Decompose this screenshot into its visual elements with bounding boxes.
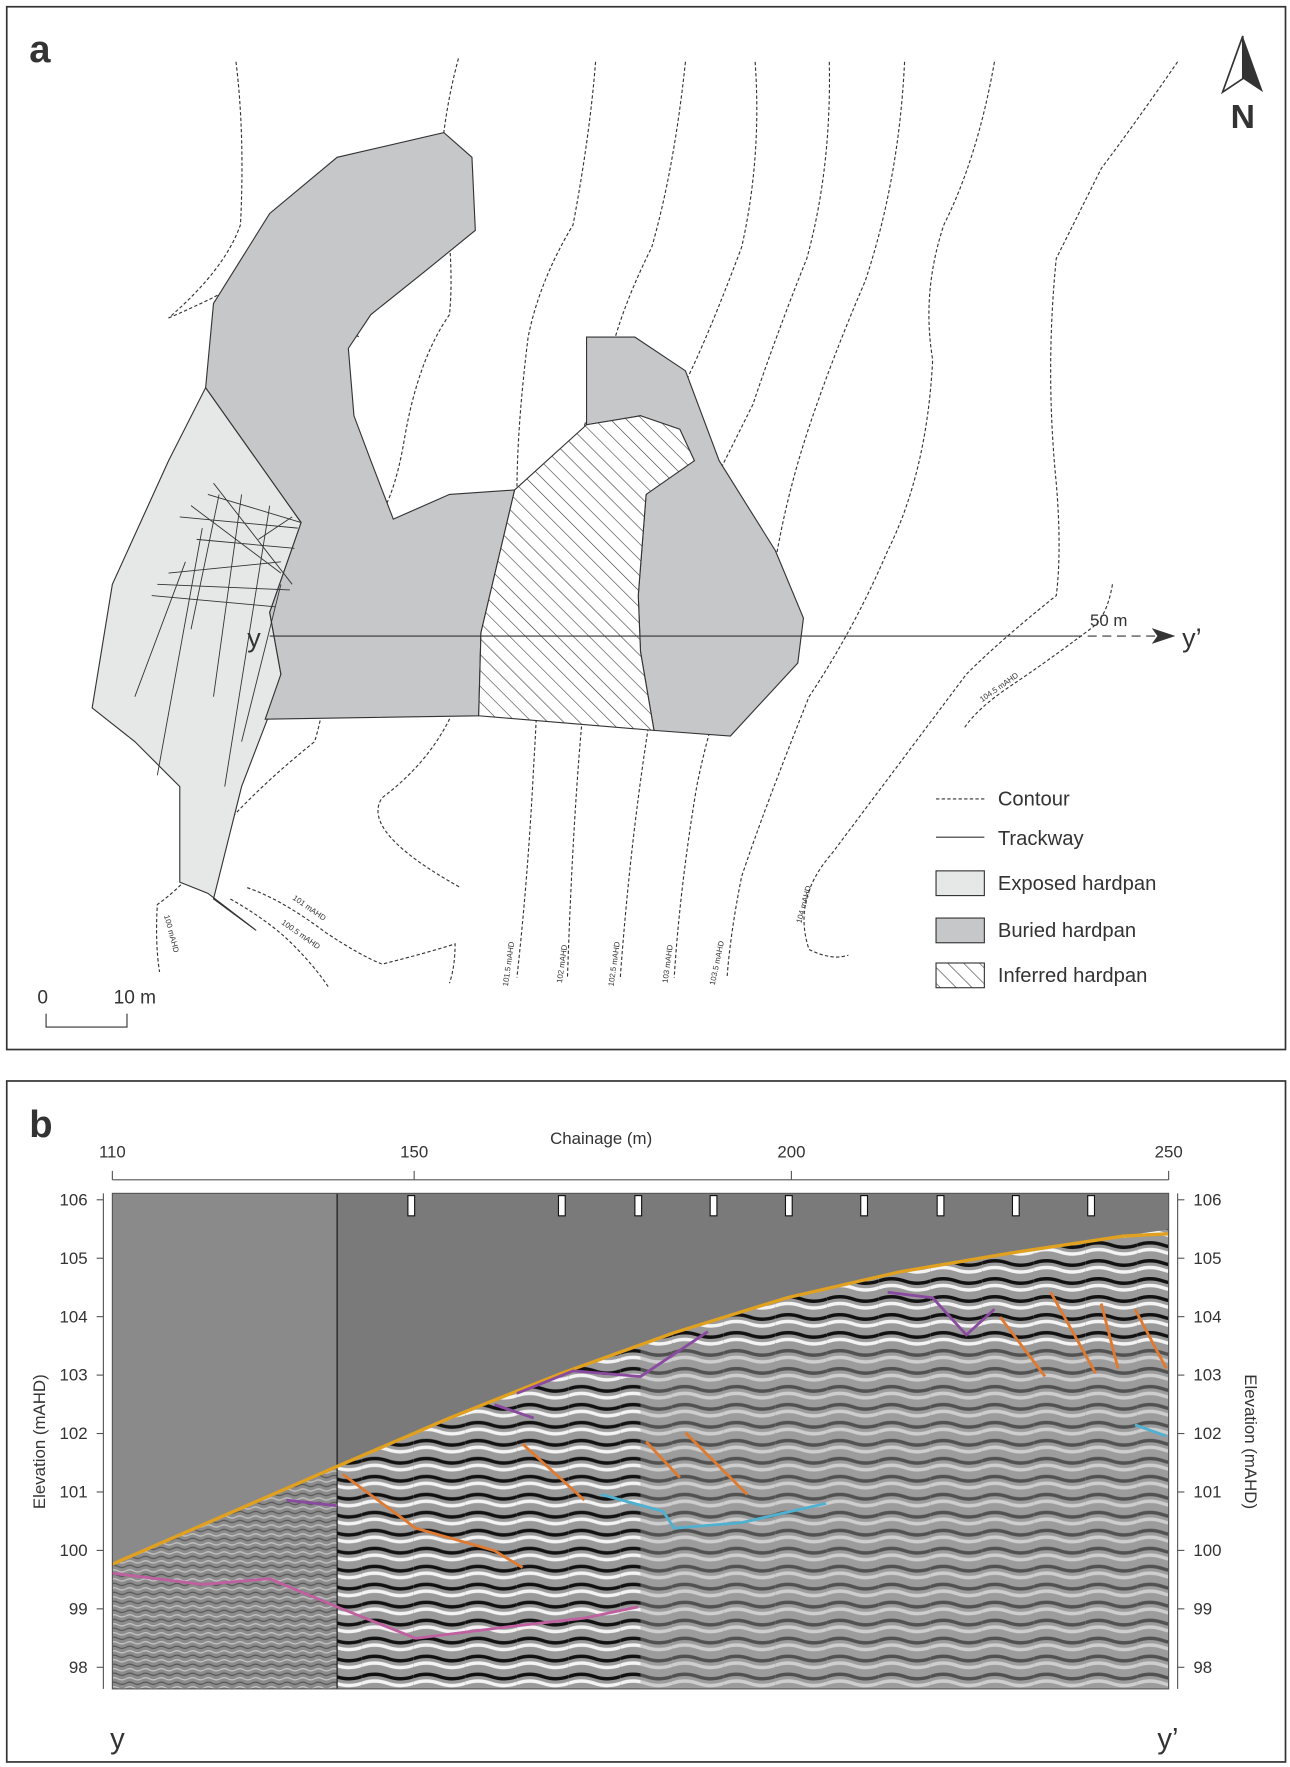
y-axis-title: Elevation (mAHD) bbox=[1241, 1374, 1260, 1509]
y-tick-label: 106 bbox=[60, 1190, 88, 1209]
profile-end: y’ bbox=[1157, 1723, 1178, 1755]
inferred-hardpan bbox=[478, 415, 696, 732]
x-tick-label: 150 bbox=[400, 1142, 428, 1161]
scale-label: 10 m bbox=[114, 987, 156, 1008]
x-tick-label: 200 bbox=[777, 1142, 805, 1161]
scale-label: 0 bbox=[37, 987, 48, 1008]
y-tick-label: 99 bbox=[69, 1599, 88, 1618]
legend: Contour Trackway Exposed hardpan Buried … bbox=[935, 789, 1157, 989]
scale-bar: 0 10 m bbox=[37, 987, 156, 1028]
panel-label: b bbox=[29, 1103, 52, 1146]
buried-hardpan bbox=[205, 131, 516, 720]
legend-label: Trackway bbox=[998, 828, 1085, 850]
y-tick-label: 103 bbox=[1193, 1366, 1221, 1385]
profile-length: 50 m bbox=[1090, 611, 1127, 630]
y-tick-label: 101 bbox=[1193, 1483, 1221, 1502]
trackways bbox=[134, 482, 302, 787]
y-tick-label: 103 bbox=[60, 1366, 88, 1385]
legend-label: Contour bbox=[998, 789, 1070, 811]
legend-label: Exposed hardpan bbox=[998, 873, 1157, 895]
y-tick-label: 100 bbox=[1193, 1541, 1221, 1560]
profile-start: y bbox=[110, 1723, 125, 1755]
y-axis-title: Elevation (mAHD) bbox=[30, 1374, 49, 1509]
x-tick-label: 250 bbox=[1155, 1142, 1183, 1161]
legend-label: Inferred hardpan bbox=[998, 965, 1147, 987]
y-tick-label: 105 bbox=[60, 1249, 88, 1268]
profile-line bbox=[269, 628, 1176, 644]
x-axis-title: Chainage (m) bbox=[550, 1129, 652, 1148]
y-tick-label: 102 bbox=[1193, 1424, 1221, 1443]
y-tick-label: 101 bbox=[60, 1483, 88, 1502]
north-arrow: N bbox=[1220, 35, 1264, 136]
y-tick-label: 98 bbox=[1193, 1658, 1212, 1677]
y-tick-label: 105 bbox=[1193, 1249, 1221, 1268]
radargram bbox=[111, 1192, 1170, 1690]
y-tick-label: 102 bbox=[60, 1424, 88, 1443]
y-tick-label: 104 bbox=[1193, 1307, 1221, 1326]
x-tick-label: 110 bbox=[99, 1142, 126, 1161]
y-tick-label: 104 bbox=[60, 1307, 88, 1326]
axes bbox=[102, 1179, 1179, 1689]
north-label: N bbox=[1231, 98, 1255, 136]
y-tick-label: 106 bbox=[1193, 1190, 1221, 1209]
panel-label: a bbox=[29, 28, 51, 71]
y-tick-label: 100 bbox=[60, 1541, 88, 1560]
y-tick-label: 99 bbox=[1193, 1599, 1212, 1618]
y-tick-label: 98 bbox=[69, 1658, 88, 1677]
profile-end: y’ bbox=[1182, 623, 1201, 653]
legend-label: Buried hardpan bbox=[998, 920, 1136, 942]
profile-start: y bbox=[247, 623, 261, 653]
